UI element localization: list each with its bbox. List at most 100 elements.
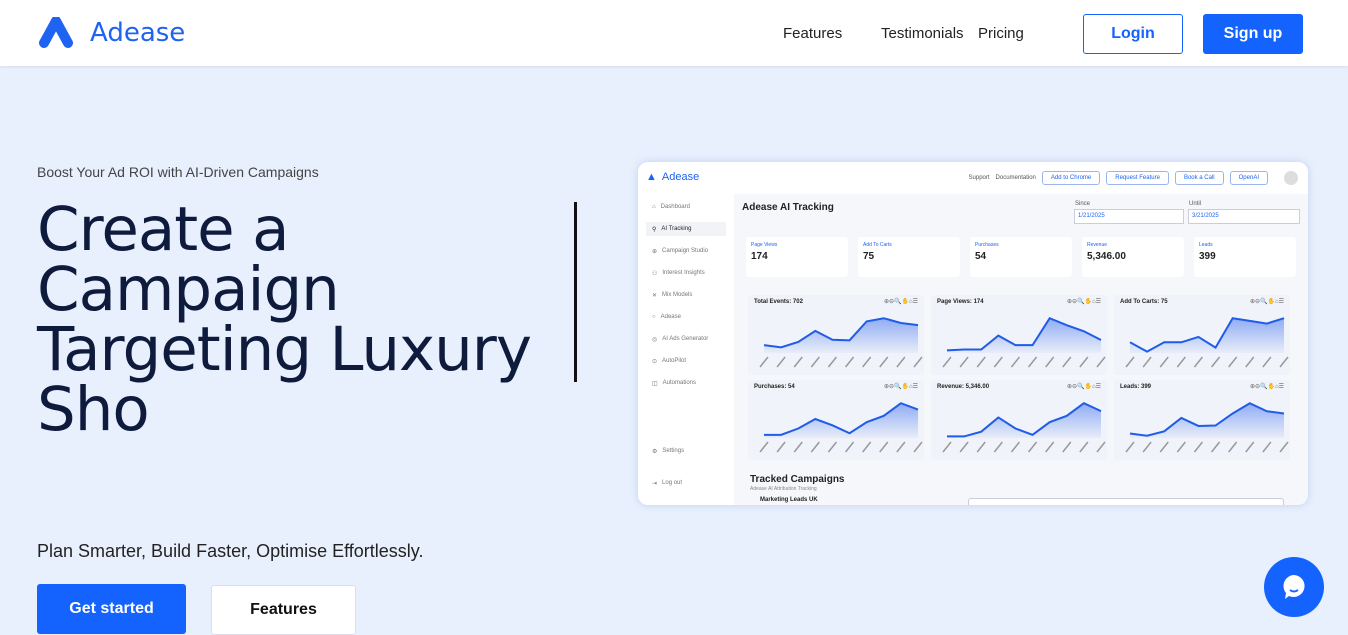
add-to-chrome-button[interactable]: Add to Chrome xyxy=(1041,171,1101,185)
avatar[interactable] xyxy=(1284,171,1298,185)
series-area xyxy=(1130,403,1284,438)
sidebar-label: Interest Insights xyxy=(662,270,705,276)
get-started-button[interactable]: Get started xyxy=(37,584,186,634)
dashboard-topbar: Support Documentation Add to Chrome Requ… xyxy=(734,162,1308,194)
chart-toolbar-icons[interactable]: ⊕⊖🔍✋⌂☰ xyxy=(1250,384,1284,390)
sidebar-label: AutoPilot xyxy=(662,358,687,364)
x-tick-label xyxy=(896,356,906,368)
typing-cursor xyxy=(574,202,577,382)
x-tick-label xyxy=(993,356,1003,368)
x-tick-label xyxy=(1176,356,1186,368)
hero-subtitle: Plan Smarter, Build Faster, Optimise Eff… xyxy=(37,541,424,561)
sidebar-item-campaign-studio[interactable]: ⊕ Campaign Studio xyxy=(646,244,726,258)
signup-button[interactable]: Sign up xyxy=(1203,14,1303,54)
x-tick-label xyxy=(913,356,923,368)
x-tick-label xyxy=(1176,441,1186,453)
x-tick-label xyxy=(879,356,889,368)
sidebar-item-ai-ads-generator[interactable]: ◎ AI Ads Generator xyxy=(646,332,726,346)
x-tick-label xyxy=(1079,441,1089,453)
x-tick-label xyxy=(1125,356,1135,368)
sidebar-label: AI Tracking xyxy=(661,226,692,232)
login-button[interactable]: Login xyxy=(1083,14,1183,54)
stat-value: 399 xyxy=(1199,251,1216,262)
openai-button[interactable]: OpenAI xyxy=(1229,171,1268,185)
sidebar-label: Dashboard xyxy=(660,204,690,210)
x-tick-label xyxy=(1262,441,1272,453)
x-tick-label xyxy=(976,356,986,368)
x-tick-label xyxy=(1193,356,1204,368)
x-tick-label xyxy=(959,441,969,453)
x-tick-label xyxy=(793,356,803,368)
sidebar-label: Log out xyxy=(662,480,683,486)
sidebar-icon: ⚲ xyxy=(652,226,657,233)
x-tick-label xyxy=(1027,441,1038,453)
nav-features[interactable]: Features xyxy=(783,25,843,42)
sidebar-item-interest-insights[interactable]: ⚇ Interest Insights xyxy=(646,266,726,280)
sidebar-icon: ◫ xyxy=(652,380,658,387)
x-tick-label xyxy=(1010,356,1021,368)
chart-toolbar-icons[interactable]: ⊕⊖🔍✋⌂☰ xyxy=(1067,384,1101,390)
support-link[interactable]: Support xyxy=(968,175,990,181)
hero-eyebrow: Boost Your Ad ROI with AI-Driven Campaig… xyxy=(37,164,319,180)
x-tick-label xyxy=(1279,441,1289,453)
x-tick-label xyxy=(1062,356,1072,368)
brand-logo[interactable]: Adease xyxy=(38,17,185,49)
x-tick-label xyxy=(1142,441,1152,453)
request-feature-button[interactable]: Request Feature xyxy=(1106,171,1169,185)
nav-testimonials[interactable]: Testimonials xyxy=(881,25,964,42)
sidebar-item-adease[interactable]: ○ Adease xyxy=(646,310,726,324)
x-tick-label xyxy=(1010,441,1021,453)
sidebar-item-autopilot[interactable]: ⊙ AutoPilot xyxy=(646,354,726,368)
x-tick-label xyxy=(1142,356,1152,368)
chart-toolbar-icons[interactable]: ⊕⊖🔍✋⌂☰ xyxy=(1250,299,1284,305)
x-tick-label xyxy=(1262,356,1272,368)
sidebar-item-mix-models[interactable]: ✕ Mix Models xyxy=(646,288,726,302)
chart-toolbar-icons[interactable]: ⊕⊖🔍✋⌂☰ xyxy=(884,384,918,390)
series-line xyxy=(1129,402,1285,437)
book-call-button[interactable]: Book a Call xyxy=(1174,171,1224,185)
stat-value: 174 xyxy=(751,251,768,262)
chart-title: Total Events: 702 xyxy=(754,299,803,305)
x-tick-label xyxy=(776,356,786,368)
x-tick-label xyxy=(862,356,872,368)
stat-card: Leads 399 xyxy=(1194,237,1296,277)
nav-pricing[interactable]: Pricing xyxy=(978,25,1024,42)
sidebar-label: Settings xyxy=(662,448,685,454)
campaign-panel xyxy=(968,498,1284,505)
campaign-name: Marketing Leads UK xyxy=(760,497,818,503)
sidebar-icon: ○ xyxy=(652,314,656,320)
chart-toolbar-icons[interactable]: ⊕⊖🔍✋⌂☰ xyxy=(884,299,918,305)
documentation-link[interactable]: Documentation xyxy=(995,175,1036,181)
stat-card: Revenue 5,346.00 xyxy=(1082,237,1184,277)
since-input[interactable]: 1/21/2025 xyxy=(1074,209,1184,224)
sidebar-icon: ⊕ xyxy=(652,248,658,255)
sidebar-label: Adease xyxy=(660,314,681,320)
sidebar-item-settings[interactable]: ⚙ Settings xyxy=(646,444,726,458)
chat-button[interactable] xyxy=(1264,557,1324,617)
chart-card: Purchases: 54 ⊕⊖🔍✋⌂☰ xyxy=(748,380,924,460)
sidebar-item-automations[interactable]: ◫ Automations xyxy=(646,376,726,390)
sidebar-icon: ⊙ xyxy=(652,358,658,365)
series-line xyxy=(764,402,919,436)
x-tick-label xyxy=(1062,441,1072,453)
dashboard-title: Adease AI Tracking xyxy=(742,202,834,213)
sidebar-item-ai-tracking[interactable]: ⚲ AI Tracking xyxy=(646,222,726,236)
chart-title: Purchases: 54 xyxy=(754,384,795,390)
chart-title: Leads: 399 xyxy=(1120,384,1152,390)
x-tick-label xyxy=(879,441,889,453)
sidebar-label: AI Ads Generator xyxy=(662,336,709,342)
x-tick-label xyxy=(759,356,769,368)
chart-toolbar-icons[interactable]: ⊕⊖🔍✋⌂☰ xyxy=(1067,299,1101,305)
area-chart xyxy=(759,317,923,368)
sidebar-item-dashboard[interactable]: ⌂ Dashboard xyxy=(646,200,726,214)
until-input[interactable]: 3/21/2025 xyxy=(1188,209,1300,224)
sidebar-item-log-out[interactable]: ⇥ Log out xyxy=(646,476,726,490)
features-button[interactable]: Features xyxy=(211,585,356,635)
x-tick-label xyxy=(1045,441,1055,453)
series-line xyxy=(1129,317,1285,353)
series-line xyxy=(947,402,1102,438)
since-label: Since xyxy=(1075,201,1091,207)
chat-icon xyxy=(1283,575,1305,599)
x-tick-label xyxy=(959,356,969,368)
stat-label: Page Views xyxy=(751,242,778,248)
